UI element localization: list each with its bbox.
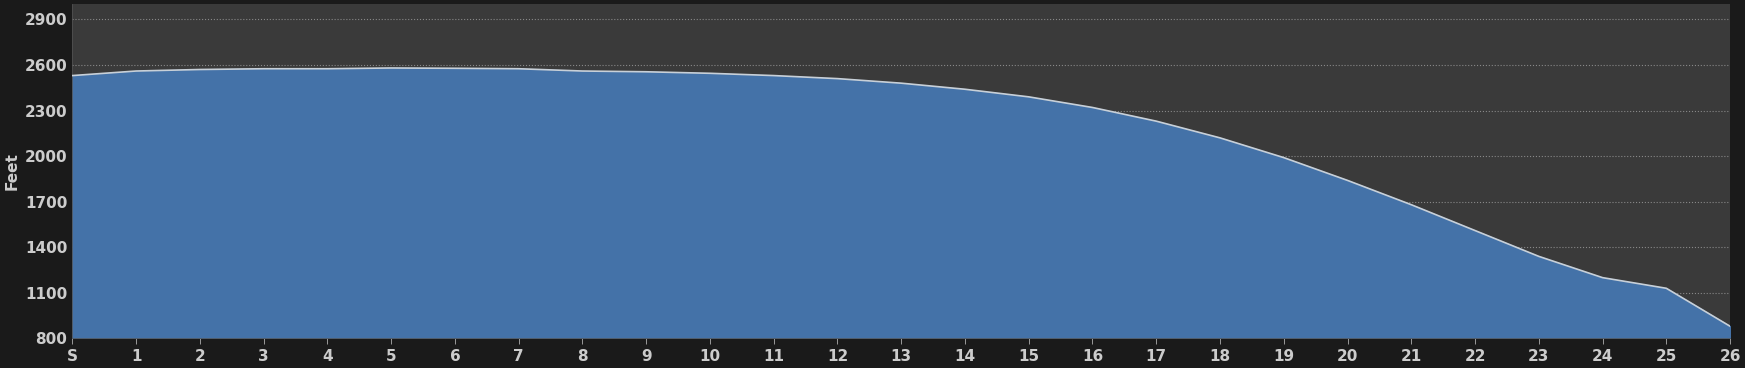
Y-axis label: Feet: Feet	[3, 152, 19, 190]
